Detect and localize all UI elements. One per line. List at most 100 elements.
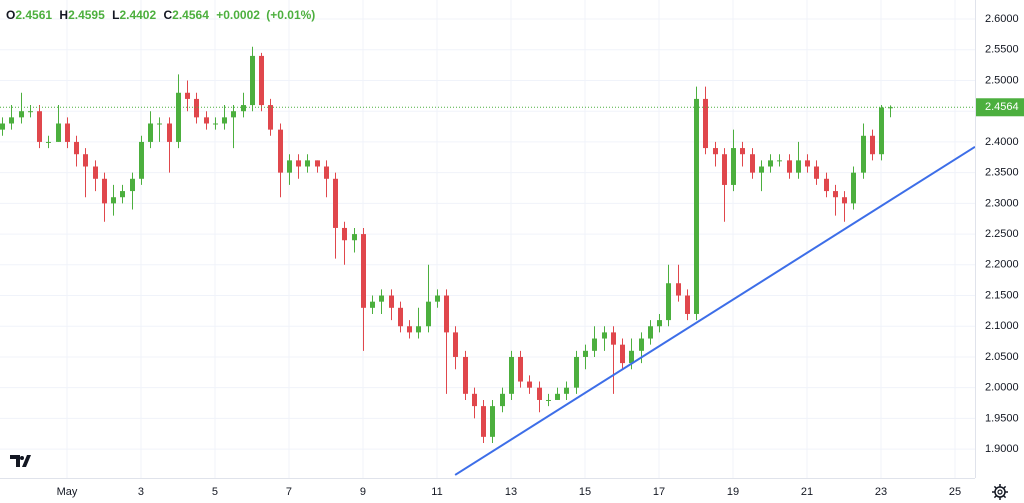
candle-body: [204, 117, 209, 124]
x-tick-label: May: [57, 486, 78, 498]
candle-body: [685, 295, 690, 314]
candle-body: [37, 111, 42, 142]
candle-body: [500, 393, 505, 407]
candle-body: [472, 393, 477, 407]
candle-body: [176, 92, 181, 142]
candle-body: [703, 98, 708, 149]
candle-body: [65, 123, 70, 142]
candle-body: [426, 301, 431, 327]
candle-body: [342, 227, 347, 241]
y-tick-label: 2.0500: [985, 351, 1019, 363]
candle-body: [250, 55, 255, 106]
candle-body: [509, 356, 514, 394]
candle-body: [444, 295, 449, 333]
x-tick-label: 17: [653, 486, 665, 498]
candle-body: [120, 191, 125, 198]
candle-body: [56, 123, 61, 142]
x-tick-label: 23: [875, 486, 887, 498]
candle-body: [611, 332, 616, 345]
y-tick-label: 2.1500: [985, 289, 1019, 301]
candle-body: [148, 123, 153, 142]
tradingview-logo: [10, 455, 31, 467]
close-label: C: [164, 8, 173, 22]
candle-body: [463, 356, 468, 394]
candle-body: [407, 326, 412, 333]
settings-button[interactable]: [992, 484, 1008, 500]
candle-body: [222, 117, 227, 124]
ohlc-header: O2.4561 H2.4595 L2.4402 C2.4564 +0.0002 …: [6, 8, 315, 22]
high-label: H: [59, 8, 68, 22]
change: +0.0002: [216, 8, 260, 22]
y-tick-label: 2.0000: [985, 382, 1019, 394]
candle-body: [713, 148, 718, 155]
y-tick-label: 1.9500: [985, 412, 1019, 424]
low-label: L: [112, 8, 119, 22]
y-tick-label: 2.3500: [985, 167, 1019, 179]
y-tick-label: 2.4000: [985, 136, 1019, 148]
grid: [0, 0, 975, 478]
candle-body: [518, 356, 523, 382]
candle-body: [574, 356, 579, 388]
candle-body: [666, 283, 671, 321]
y-tick-label: 2.2000: [985, 259, 1019, 271]
candle-body: [93, 166, 98, 179]
y-tick-label: 2.6000: [985, 13, 1019, 25]
open-value: 2.4561: [15, 8, 52, 22]
candle-body: [185, 92, 190, 99]
candle-body: [231, 111, 236, 118]
candle-body: [74, 141, 79, 155]
candle-body: [694, 98, 699, 314]
candle-body: [278, 129, 283, 173]
candle-body: [259, 55, 264, 106]
candle-body: [731, 148, 736, 185]
candle-body: [83, 154, 88, 167]
close-value: 2.4564: [172, 8, 209, 22]
y-tick-label: 2.2500: [985, 228, 1019, 240]
candle-body: [333, 178, 338, 228]
candle-body: [564, 387, 569, 394]
candle-body: [157, 123, 162, 125]
candle-body: [213, 123, 218, 125]
candle-body: [167, 123, 172, 142]
candle-body: [398, 307, 403, 327]
y-tick-label: 2.5500: [985, 44, 1019, 56]
candle-body: [315, 160, 320, 167]
candles: [0, 46, 976, 476]
candle-body: [676, 283, 681, 296]
candle-body: [546, 399, 551, 401]
candle-body: [555, 393, 560, 400]
low-value: 2.4402: [119, 8, 156, 22]
candle-body: [481, 406, 486, 437]
candle-body: [787, 160, 792, 173]
candle-body: [453, 332, 458, 357]
candle-body: [648, 326, 653, 339]
candle-body: [759, 166, 764, 173]
gear-teeth: [992, 484, 1008, 500]
candle-body: [194, 98, 199, 118]
candle-body: [361, 234, 366, 308]
logo-shape: [10, 455, 31, 467]
candle-body: [416, 326, 421, 333]
candle-body: [435, 295, 440, 302]
y-tick-label: 1.9000: [985, 443, 1019, 455]
x-tick-label: 7: [286, 486, 292, 498]
candle-body: [842, 197, 847, 204]
candle-body: [833, 191, 838, 198]
candle-body: [370, 301, 375, 308]
x-tick-label: 15: [579, 486, 591, 498]
candle-body: [796, 160, 801, 173]
x-tick-label: 13: [505, 486, 517, 498]
candle-body: [352, 234, 357, 241]
candle-body: [620, 344, 625, 364]
logo-dot: [20, 456, 24, 460]
candle-body: [139, 141, 144, 179]
candle-body: [814, 166, 819, 179]
candle-body: [241, 105, 246, 112]
candle-body: [722, 154, 727, 185]
high-value: 2.4595: [68, 8, 105, 22]
candle-body: [527, 381, 532, 388]
x-tick-label: 25: [949, 486, 961, 498]
change-pct: (+0.01%): [266, 8, 315, 22]
candle-body: [0, 123, 5, 130]
